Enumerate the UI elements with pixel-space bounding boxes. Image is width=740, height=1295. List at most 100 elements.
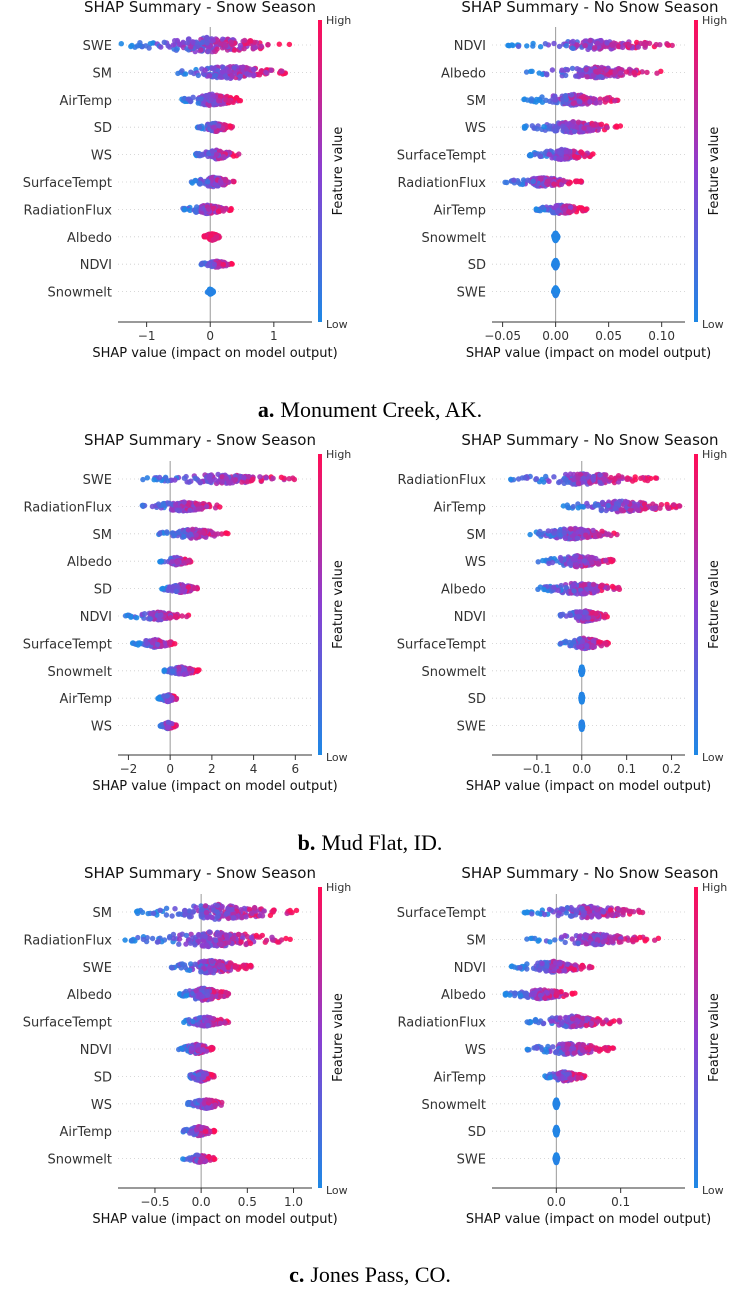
shap-dot xyxy=(211,125,216,130)
shap-dot xyxy=(175,560,180,565)
colorbar xyxy=(694,20,698,322)
feature-dots-sm xyxy=(175,64,288,81)
shap-dot xyxy=(179,613,184,618)
shap-dot xyxy=(205,179,210,184)
shap-dot xyxy=(214,46,219,51)
shap-dot xyxy=(551,531,556,536)
shap-dot xyxy=(571,504,576,509)
shap-dot xyxy=(574,42,579,47)
shap-dot xyxy=(566,209,571,214)
shap-dot xyxy=(182,476,187,481)
shap-dot xyxy=(632,70,637,75)
shap-dot xyxy=(212,262,217,267)
chart-0: SHAP Summary - Snow SeasonSWESMAirTempSD… xyxy=(23,0,352,361)
shap-dot xyxy=(157,475,162,480)
shap-dot xyxy=(579,530,584,535)
shap-dot xyxy=(624,69,629,74)
x-axis-label: SHAP value (impact on model output) xyxy=(92,346,337,361)
feature-label-ndvi: NDVI xyxy=(454,39,486,54)
shap-dot xyxy=(576,120,581,125)
shap-dot xyxy=(166,720,171,725)
feature-dots-ws xyxy=(536,553,616,569)
shap-dot xyxy=(575,475,580,480)
chart-title: SHAP Summary - Snow Season xyxy=(84,431,316,449)
shap-dot xyxy=(624,500,629,505)
shap-dot xyxy=(238,43,243,48)
shap-dot xyxy=(559,68,564,73)
shap-dot xyxy=(596,561,601,566)
shap-dot xyxy=(140,503,145,508)
shap-dot xyxy=(583,67,588,72)
colorbar xyxy=(318,454,322,755)
feature-label-airtemp: AirTemp xyxy=(60,94,113,109)
shap-dot xyxy=(523,125,528,130)
shap-dot xyxy=(145,475,150,480)
shap-dot xyxy=(216,123,221,128)
shap-dot xyxy=(564,97,569,102)
shap-dot xyxy=(600,500,605,505)
shap-dot xyxy=(188,99,193,104)
shap-dot xyxy=(242,38,247,43)
shap-dot xyxy=(538,44,543,49)
shap-dot xyxy=(654,71,659,76)
shap-dot xyxy=(220,479,225,484)
shap-dot xyxy=(174,589,179,594)
shap-dot xyxy=(204,504,209,509)
shap-dot xyxy=(119,41,124,46)
shap-dot xyxy=(665,42,670,47)
shap-dot xyxy=(581,125,586,130)
shap-dot xyxy=(196,73,201,78)
shap-dot xyxy=(158,44,163,49)
shap-dot xyxy=(593,556,598,561)
feature-label-sd: SD xyxy=(468,258,486,273)
shap-dot xyxy=(525,178,530,183)
feature-label-surfacetempt: SurfaceTempt xyxy=(23,176,112,191)
shap-dot xyxy=(129,43,134,48)
shap-dot xyxy=(209,97,214,102)
shap-dot xyxy=(198,47,203,52)
feature-dots-ndvi xyxy=(123,610,191,623)
shap-dot xyxy=(624,477,629,482)
x-axis-label: SHAP value (impact on model output) xyxy=(466,346,711,361)
shap-dot xyxy=(618,70,623,75)
feature-dots-sm xyxy=(527,526,619,542)
feature-label-airtemp: AirTemp xyxy=(434,500,487,515)
shap-dot xyxy=(149,611,154,616)
shap-dot xyxy=(577,99,582,104)
shap-dot xyxy=(227,480,232,485)
shap-dot xyxy=(571,100,576,105)
shap-dot xyxy=(554,288,559,293)
shap-dot xyxy=(206,206,211,211)
shap-dot xyxy=(550,210,555,215)
feature-dots-snowmelt xyxy=(161,664,201,677)
shap-dot xyxy=(525,97,530,102)
shap-dot xyxy=(541,124,546,129)
feature-dots-swe xyxy=(551,285,560,298)
shap-dot xyxy=(185,558,190,563)
shap-dot xyxy=(546,528,551,533)
shap-dot xyxy=(557,44,562,49)
shap-dot xyxy=(157,559,162,564)
x-tick-label: −0.05 xyxy=(484,329,521,343)
x-tick-label: 4 xyxy=(250,762,258,776)
shap-dot xyxy=(183,71,188,76)
shap-dot xyxy=(172,38,177,43)
shap-dot xyxy=(279,475,284,480)
feature-label-ws: WS xyxy=(465,555,486,570)
shap-dot xyxy=(193,209,198,214)
shap-dot xyxy=(677,503,682,508)
colorbar-high-label: High xyxy=(326,14,351,27)
shap-dot xyxy=(287,476,292,481)
shap-dot xyxy=(197,125,202,130)
feature-dots-swe xyxy=(119,35,292,55)
shap-dot xyxy=(597,472,602,477)
feature-dots-albedo xyxy=(535,581,622,597)
feature-label-ndvi: NDVI xyxy=(80,258,112,273)
shap-dot xyxy=(135,43,140,48)
shap-dot xyxy=(550,67,555,72)
shap-dot xyxy=(165,693,170,698)
shap-dot xyxy=(560,124,565,129)
shap-dot xyxy=(540,205,545,210)
feature-dots-ndvi xyxy=(505,38,675,52)
shap-dot xyxy=(218,181,223,186)
